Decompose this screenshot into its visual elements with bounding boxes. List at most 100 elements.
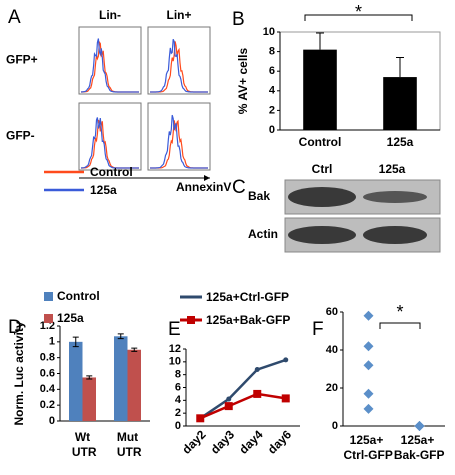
- x-axis-label: AnnexinV: [176, 180, 231, 194]
- point: [363, 310, 374, 321]
- y-tick-label: 0.8: [40, 352, 55, 364]
- legend-label: 125a+Bak-GFP: [206, 313, 290, 327]
- point: [196, 414, 205, 423]
- y-tick-label: 8: [175, 369, 181, 381]
- point: [283, 357, 289, 363]
- panel-label: B: [232, 9, 245, 30]
- x-tick-label: day4: [236, 427, 265, 456]
- x-tick-label: Control: [299, 135, 342, 149]
- histogram-curve: [150, 114, 208, 169]
- point: [224, 402, 233, 411]
- y-tick-label: 0: [49, 415, 55, 427]
- column-label: Lin+: [166, 8, 191, 22]
- significance-star: *: [355, 2, 362, 22]
- histogram-frame: [78, 26, 142, 95]
- legend-swatch: [44, 292, 53, 301]
- y-axis-label: % AV+ cells: [236, 47, 250, 114]
- column-label: Lin-: [99, 8, 121, 22]
- error-bar: [117, 333, 124, 340]
- x-tick-label: Mut UTR: [114, 430, 142, 459]
- error-bar: [396, 56, 404, 78]
- line: [199, 358, 287, 420]
- legend-label: 125a: [57, 311, 84, 325]
- x-tick-label: day2: [179, 427, 208, 456]
- blot-label: Bak: [248, 189, 270, 203]
- x-tick-label: 125a: [387, 135, 414, 149]
- blot-label: Actin: [248, 227, 278, 241]
- point: [363, 403, 374, 414]
- lane-label: 125a: [379, 162, 406, 176]
- bar: [303, 49, 337, 130]
- row-label: GFP-: [6, 129, 35, 143]
- legend-label: 125a: [90, 183, 117, 197]
- x-tick-label: 125a+ Ctrl-GFP: [340, 433, 393, 462]
- histogram-frame: [78, 102, 142, 171]
- panel-label: A: [8, 7, 21, 28]
- legend-label: Control: [57, 289, 100, 303]
- legend-label: Control: [90, 165, 133, 179]
- histogram-curve: [150, 119, 208, 169]
- x-tick-label: 125a+ Bak-GFP: [390, 433, 444, 462]
- point: [254, 367, 260, 373]
- y-tick-label: 10: [169, 356, 181, 368]
- bar: [69, 341, 83, 421]
- histogram-frame: [147, 102, 211, 171]
- blot-band: [363, 226, 427, 244]
- y-tick-label: 0: [175, 420, 181, 432]
- y-tick-label: 6: [269, 65, 275, 77]
- y-tick-label: 20: [326, 382, 338, 394]
- lane-label: Ctrl: [312, 162, 333, 176]
- y-tick-label: 0: [332, 420, 338, 432]
- point: [363, 341, 374, 352]
- panel-label: F: [312, 319, 324, 340]
- histogram-frame: [147, 26, 211, 95]
- point: [226, 396, 232, 402]
- x-tick-label: day6: [265, 427, 294, 456]
- line: [199, 392, 286, 420]
- x-tick-label: Wt UTR: [69, 430, 97, 459]
- y-axis-label: Norm. Luc activity: [12, 321, 26, 425]
- y-tick-label: 60: [326, 306, 338, 318]
- legend-label: 125a+Ctrl-GFP: [206, 290, 289, 304]
- y-tick-label: 8: [269, 46, 275, 58]
- bar: [114, 336, 128, 421]
- y-tick-label: 6: [175, 381, 181, 393]
- histogram-curve: [80, 117, 139, 169]
- panel-label: C: [232, 177, 246, 198]
- error-bar: [86, 375, 93, 380]
- point: [414, 421, 425, 431]
- blot-band: [288, 226, 356, 244]
- bar: [82, 377, 96, 421]
- bar: [127, 349, 141, 421]
- y-tick-label: 10: [263, 26, 275, 38]
- point: [281, 394, 290, 403]
- arrow-head: [204, 175, 210, 181]
- histogram-curve: [150, 41, 208, 93]
- y-tick-label: 40: [326, 344, 338, 356]
- y-tick-label: 0: [269, 124, 275, 136]
- blot-band: [363, 191, 427, 203]
- panel-label: E: [168, 319, 181, 340]
- blot-band: [288, 187, 356, 207]
- histogram-curve: [150, 38, 208, 93]
- y-tick-label: 1: [49, 336, 55, 348]
- error-bar: [72, 336, 79, 348]
- error-bar: [316, 32, 324, 50]
- y-tick-label: 4: [175, 394, 182, 406]
- point: [363, 360, 374, 371]
- legend-marker: [187, 316, 195, 324]
- y-tick-label: 12: [169, 343, 181, 355]
- point: [253, 389, 262, 398]
- y-tick-label: 0.6: [40, 367, 55, 379]
- legend-swatch: [44, 314, 53, 323]
- row-label: GFP+: [6, 53, 38, 67]
- panel-label: D: [8, 317, 22, 338]
- significance-star: *: [396, 302, 403, 322]
- y-tick-label: 4: [269, 85, 276, 97]
- y-tick-label: 2: [175, 407, 181, 419]
- y-tick-label: 0.2: [40, 399, 55, 411]
- y-tick-label: 0.4: [40, 383, 56, 395]
- bar: [383, 77, 417, 130]
